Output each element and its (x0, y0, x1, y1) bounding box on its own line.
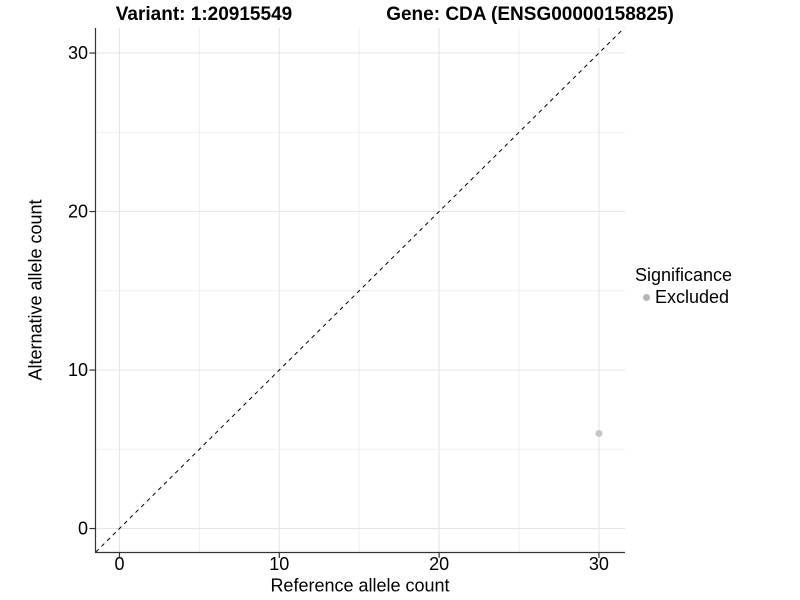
y-tick-label: 10 (68, 360, 88, 380)
legend-item-excluded: Excluded (635, 286, 732, 308)
plot-title-gene: Gene: CDA (ENSG00000158825) (386, 4, 674, 25)
y-tick-label: 20 (68, 202, 88, 222)
x-tick-label: 0 (114, 554, 124, 574)
legend: Significance Excluded (635, 264, 732, 308)
x-tick-label: 10 (269, 554, 289, 574)
legend-item-label: Excluded (655, 287, 730, 307)
identity-reference-line (95, 27, 625, 553)
x-tick-label: 30 (589, 554, 609, 574)
x-tick-label: 20 (429, 554, 449, 574)
excluded-point-icon (643, 293, 650, 301)
y-axis-title: Alternative allele count (25, 199, 46, 381)
y-tick-label: 30 (68, 43, 88, 63)
plot-title-variant: Variant: 1:20915549 (115, 4, 293, 25)
legend-title: Significance (635, 265, 733, 285)
x-axis-title: Reference allele count (270, 575, 450, 596)
y-tick-label: 0 (78, 519, 88, 539)
data-point-excluded (595, 429, 603, 437)
